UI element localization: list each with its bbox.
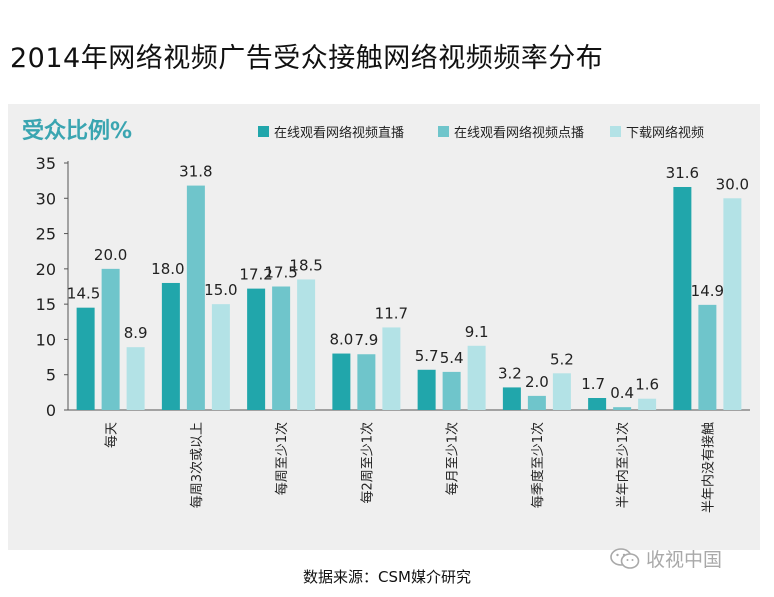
legend-label: 在线观看网络视频点播 bbox=[454, 125, 584, 141]
y-tick-label: 20 bbox=[36, 260, 56, 279]
bar bbox=[552, 373, 571, 410]
bar bbox=[442, 371, 461, 410]
legend: 在线观看网络视频直播 在线观看网络视频点播 下载网络视频 bbox=[258, 125, 704, 141]
bar bbox=[272, 286, 291, 410]
x-tick-label: 每2周至少1次 bbox=[359, 422, 375, 504]
data-label: 8.0 bbox=[329, 331, 353, 349]
y-tick-label: 15 bbox=[36, 295, 56, 314]
y-tick-label: 10 bbox=[36, 330, 56, 349]
bar bbox=[502, 387, 521, 410]
data-label: 5.4 bbox=[440, 349, 464, 367]
bars bbox=[76, 185, 742, 410]
page-title: 2014年网络视频广告受众接触网络视频频率分布 bbox=[10, 43, 604, 74]
bar bbox=[467, 345, 486, 410]
bar bbox=[417, 369, 436, 410]
data-label: 17.5 bbox=[264, 264, 297, 282]
data-label: 18.0 bbox=[151, 260, 184, 278]
x-tick-label: 半年内没有接触 bbox=[700, 422, 716, 513]
bar bbox=[126, 347, 145, 410]
data-label: 5.7 bbox=[415, 347, 439, 365]
x-tick-label: 每季度至少1次 bbox=[530, 422, 546, 508]
y-tick-label: 25 bbox=[36, 225, 56, 244]
bar bbox=[186, 185, 205, 410]
data-label: 30.0 bbox=[716, 175, 749, 193]
chart-panel: 受众比例% 在线观看网络视频直播 在线观看网络视频点播 下载网络视频 0 5 10 15 2… bbox=[8, 104, 760, 550]
bar bbox=[76, 307, 95, 410]
data-label: 11.7 bbox=[375, 304, 408, 322]
bar bbox=[588, 398, 607, 410]
bar bbox=[527, 395, 546, 410]
x-tick-label: 半年内至少1次 bbox=[615, 422, 631, 508]
bar bbox=[382, 327, 401, 410]
data-label: 1.7 bbox=[581, 375, 605, 393]
data-label: 9.1 bbox=[465, 323, 489, 341]
watermark: 收视中国 bbox=[610, 545, 722, 572]
data-label: 8.9 bbox=[124, 324, 148, 342]
x-tick-label: 每周3次或以上 bbox=[189, 422, 205, 508]
data-label: 0.4 bbox=[610, 384, 634, 402]
bar-chart: 受众比例% 在线观看网络视频直播 在线观看网络视频点播 下载网络视频 0 5 10 15 2… bbox=[22, 118, 750, 513]
legend-swatch bbox=[438, 126, 449, 137]
legend-label: 在线观看网络视频直播 bbox=[274, 125, 404, 141]
data-label: 2.0 bbox=[525, 373, 549, 391]
y-axis-label: 受众比例% bbox=[22, 118, 132, 144]
data-labels: 14.5 20.0 8.9 18.0 31.8 15.017.217.518.5 8.0 7.… bbox=[67, 163, 749, 403]
x-tick-label: 每周至少1次 bbox=[274, 422, 290, 495]
bar bbox=[247, 288, 266, 410]
y-tick-label: 0 bbox=[46, 401, 56, 420]
legend-label: 下载网络视频 bbox=[626, 125, 704, 141]
y-tick-label: 35 bbox=[36, 154, 56, 173]
bar bbox=[698, 304, 717, 410]
x-tick-labels: 每天 每周3次或以上 每周至少1次 每2周至少1次 每月至少1次 每季度至少1次 半年内至少… bbox=[104, 422, 717, 513]
bar bbox=[357, 354, 376, 410]
bar bbox=[613, 407, 632, 410]
data-label: 31.8 bbox=[179, 163, 212, 181]
bar bbox=[101, 268, 120, 410]
bar bbox=[723, 198, 742, 410]
data-label: 3.2 bbox=[498, 364, 522, 382]
x-tick-label: 每月至少1次 bbox=[445, 422, 461, 495]
data-label: 1.6 bbox=[635, 376, 659, 394]
bar bbox=[638, 398, 657, 410]
y-tick-label: 30 bbox=[36, 189, 56, 208]
x-tick-label: 每天 bbox=[104, 422, 120, 448]
watermark-text: 收视中国 bbox=[646, 549, 723, 571]
legend-swatch bbox=[610, 126, 621, 137]
data-label: 20.0 bbox=[94, 246, 127, 264]
axes: 0 5 10 15 20 25 30 35 bbox=[36, 154, 750, 420]
bar bbox=[673, 186, 692, 410]
data-label: 15.0 bbox=[204, 281, 237, 299]
y-tick-label: 5 bbox=[46, 366, 56, 385]
data-label: 31.6 bbox=[666, 164, 699, 182]
data-label: 17.2 bbox=[239, 266, 272, 284]
data-label: 7.9 bbox=[354, 331, 378, 349]
bar bbox=[332, 353, 351, 410]
data-label: 5.2 bbox=[550, 350, 574, 368]
data-label: 18.5 bbox=[289, 256, 322, 274]
bar bbox=[211, 304, 230, 410]
source-note: 数据来源：CSM媒介研究 bbox=[303, 568, 471, 586]
bar bbox=[297, 279, 316, 410]
bar bbox=[161, 282, 180, 410]
data-label: 14.5 bbox=[67, 285, 100, 303]
legend-swatch bbox=[258, 126, 269, 137]
wechat-icon bbox=[610, 547, 640, 569]
data-label: 14.9 bbox=[691, 282, 724, 300]
